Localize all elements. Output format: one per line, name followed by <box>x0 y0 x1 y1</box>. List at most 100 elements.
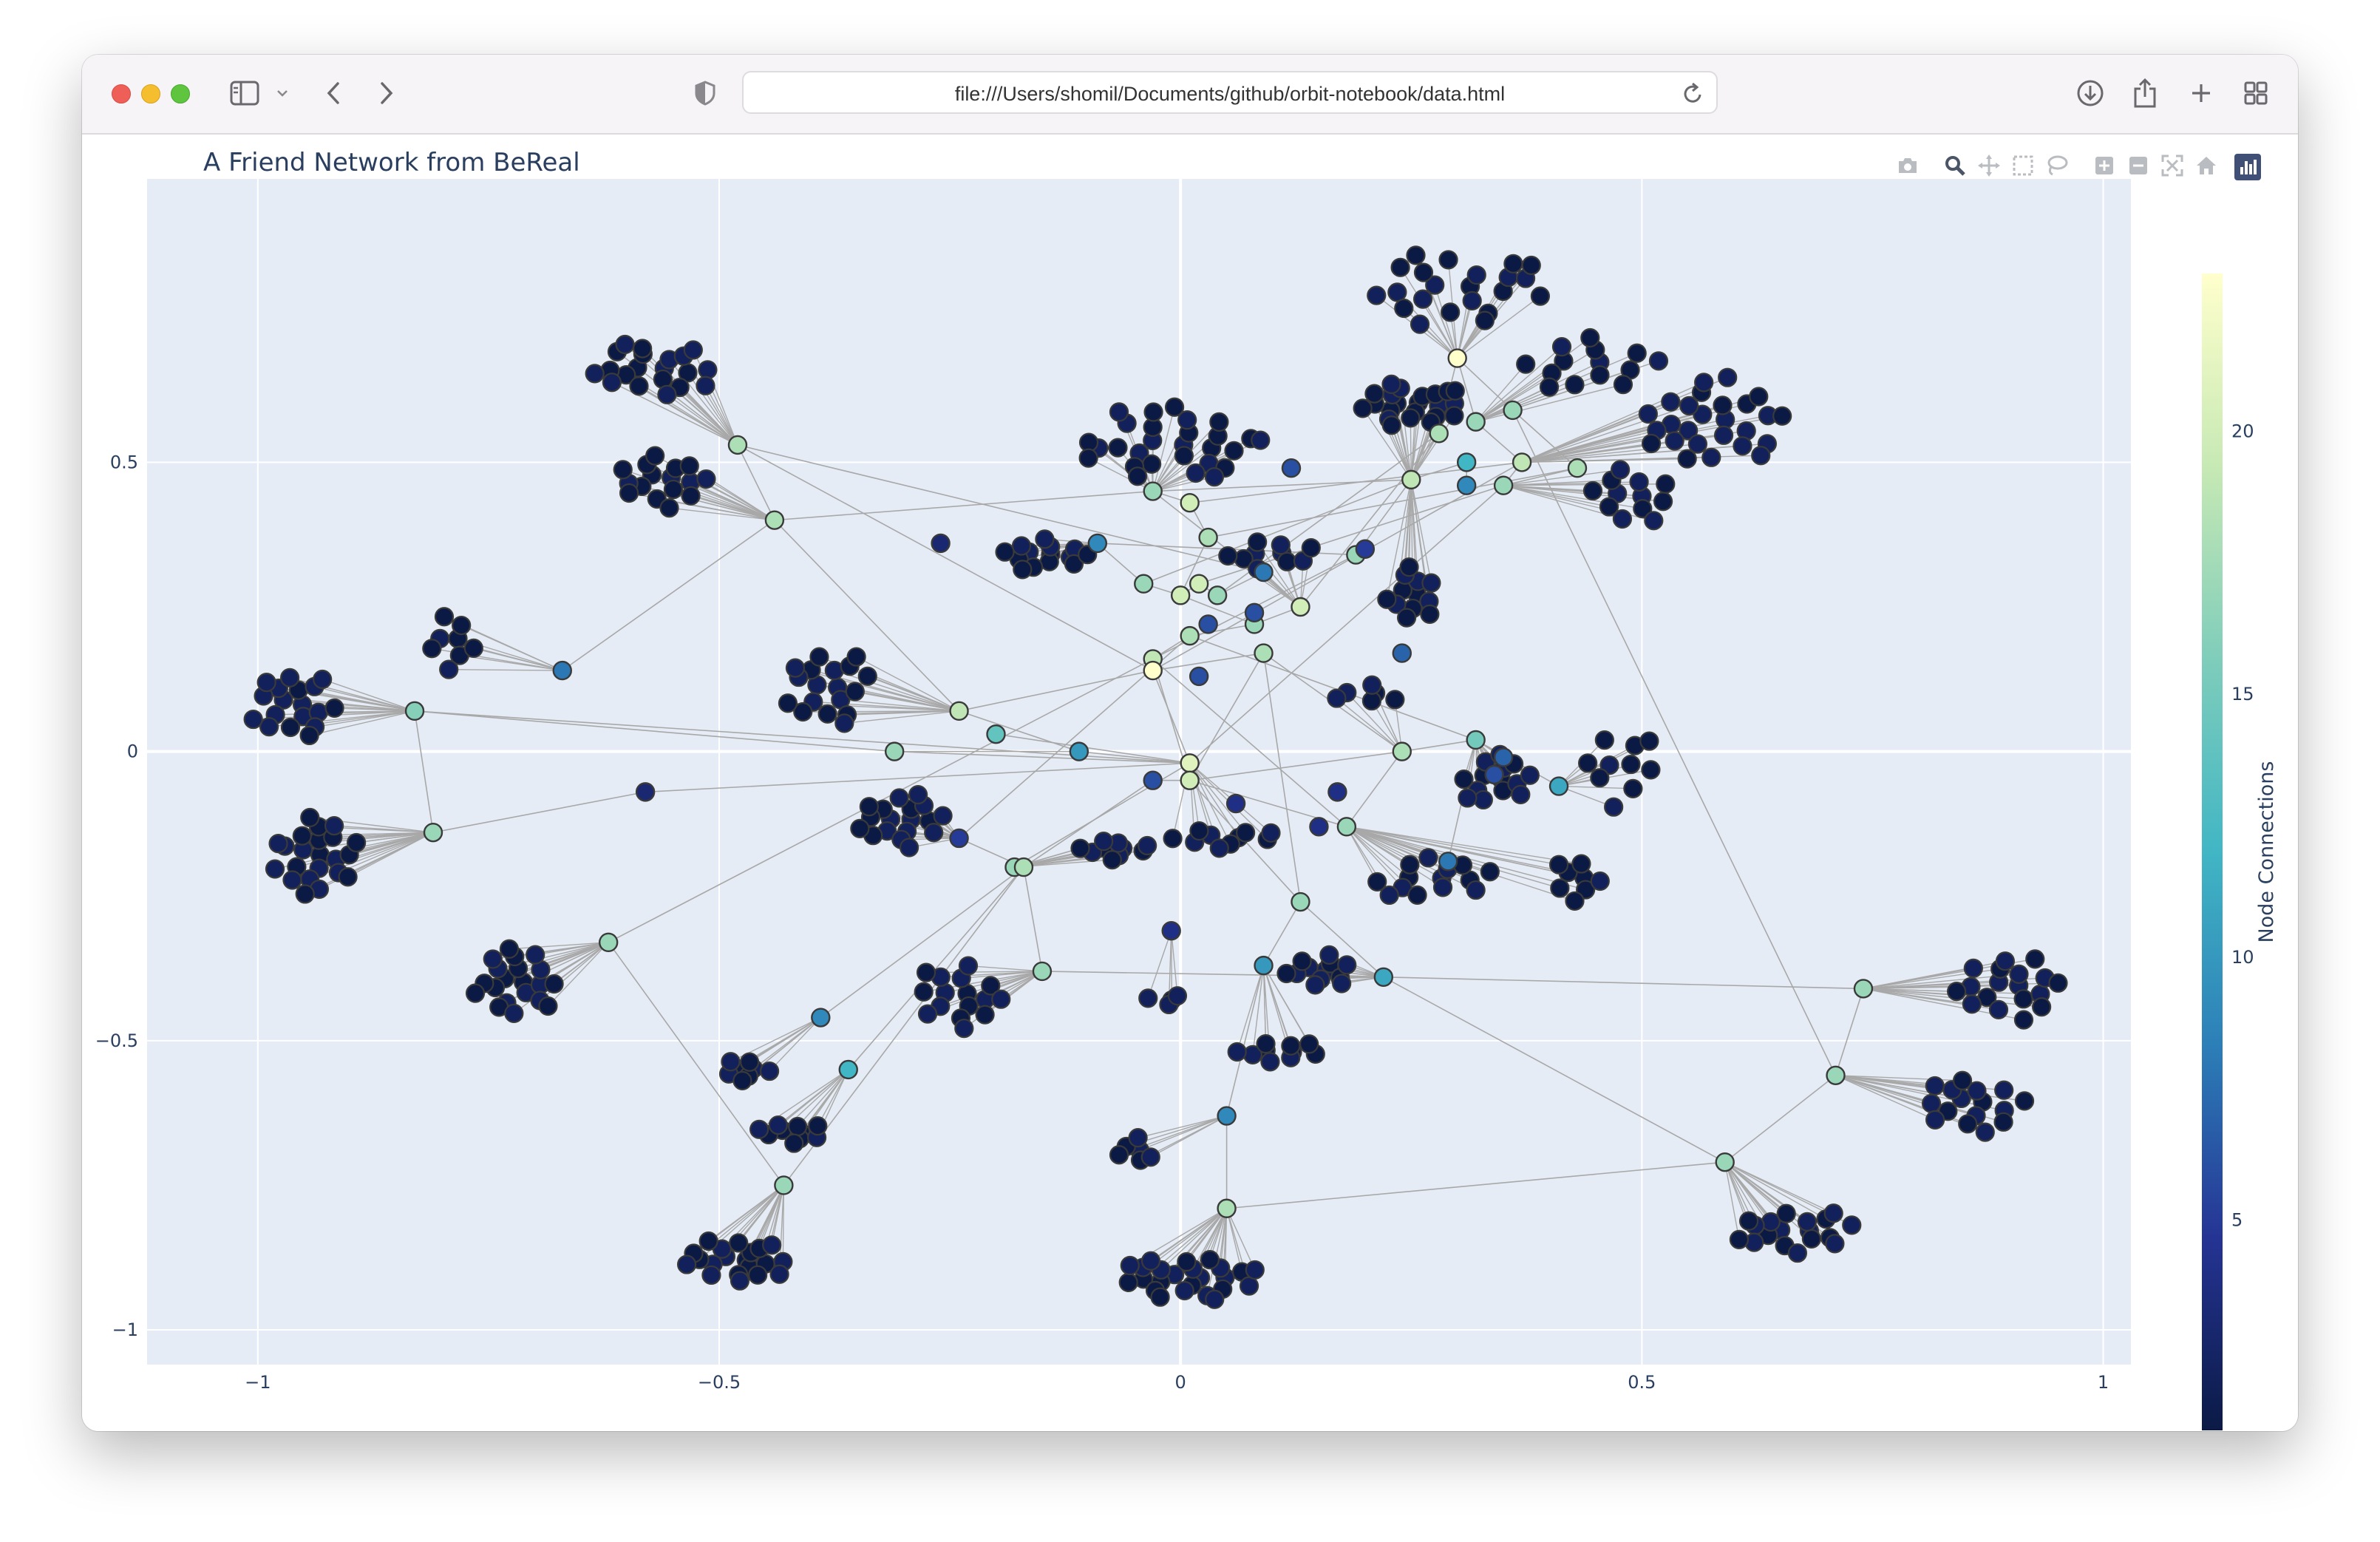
node[interactable] <box>1503 254 1523 274</box>
node[interactable] <box>1248 532 1268 552</box>
home-icon[interactable] <box>2192 149 2221 182</box>
hub-node[interactable] <box>1189 666 1209 687</box>
node[interactable] <box>1385 690 1405 710</box>
node[interactable] <box>1390 257 1410 277</box>
node[interactable] <box>1362 675 1382 695</box>
node[interactable] <box>1975 1122 1995 1142</box>
back-icon[interactable] <box>319 74 348 112</box>
node[interactable] <box>1412 289 1433 309</box>
node[interactable] <box>696 469 716 489</box>
hub-node[interactable] <box>1143 770 1163 790</box>
hub-node[interactable] <box>1327 782 1347 802</box>
node[interactable] <box>1224 441 1244 461</box>
hub-node[interactable] <box>1853 979 1874 999</box>
hub-node[interactable] <box>1180 625 1200 646</box>
node[interactable] <box>1239 1276 1259 1296</box>
node[interactable] <box>1590 768 1610 788</box>
node[interactable] <box>981 976 1001 996</box>
node[interactable] <box>1466 265 1486 285</box>
node[interactable] <box>1988 999 2009 1019</box>
node[interactable] <box>889 788 909 808</box>
node[interactable] <box>1701 447 1721 467</box>
hub-node[interactable] <box>1484 764 1504 785</box>
node[interactable] <box>1236 823 1256 843</box>
node[interactable] <box>1475 310 1495 330</box>
node[interactable] <box>1432 877 1453 897</box>
node[interactable] <box>1218 546 1238 566</box>
hub-node[interactable] <box>1447 348 1467 368</box>
zoom-icon[interactable] <box>1940 149 1970 182</box>
node[interactable] <box>1407 885 1427 905</box>
hub-node[interactable] <box>1309 817 1329 837</box>
node[interactable] <box>1641 760 1661 780</box>
node[interactable] <box>1140 1147 1160 1167</box>
node[interactable] <box>698 360 718 380</box>
node[interactable] <box>677 1254 697 1274</box>
node[interactable] <box>1548 855 1569 874</box>
node[interactable] <box>1729 1229 1750 1249</box>
node[interactable] <box>1299 1034 1319 1054</box>
node[interactable] <box>1177 410 1197 430</box>
node[interactable] <box>683 340 703 360</box>
node[interactable] <box>1623 778 1643 798</box>
node[interactable] <box>958 956 979 976</box>
node[interactable] <box>1590 871 1610 891</box>
node[interactable] <box>778 693 798 713</box>
node[interactable] <box>2025 949 2045 969</box>
hub-node[interactable] <box>1438 852 1458 872</box>
hub-node[interactable] <box>1225 793 1246 814</box>
node[interactable] <box>292 826 312 846</box>
node[interactable] <box>1612 509 1633 529</box>
node[interactable] <box>1665 431 1684 451</box>
node[interactable] <box>1444 406 1464 426</box>
lasso-icon[interactable] <box>2042 149 2072 182</box>
node[interactable] <box>1994 1080 2014 1100</box>
node[interactable] <box>1260 1052 1280 1072</box>
hub-node[interactable] <box>1217 1106 1237 1126</box>
node[interactable] <box>1319 945 1339 965</box>
zoom-out-icon[interactable] <box>2124 149 2153 182</box>
node[interactable] <box>526 945 545 965</box>
node[interactable] <box>299 725 319 746</box>
shield-icon[interactable] <box>690 74 720 112</box>
node[interactable] <box>2014 1091 2035 1111</box>
node[interactable] <box>1011 536 1032 556</box>
node[interactable] <box>346 832 367 853</box>
hub-node[interactable] <box>635 782 656 802</box>
node[interactable] <box>1550 878 1570 898</box>
chevron-down-icon[interactable] <box>271 74 293 112</box>
hub-node[interactable] <box>1466 412 1486 432</box>
hub-node[interactable] <box>1336 817 1357 837</box>
node[interactable] <box>1599 497 1619 517</box>
hub-node[interactable] <box>1170 585 1191 605</box>
node[interactable] <box>908 784 928 805</box>
hub-node[interactable] <box>1493 747 1514 767</box>
node[interactable] <box>1733 436 1752 456</box>
node[interactable] <box>1599 755 1619 775</box>
hub-node[interactable] <box>1069 741 1089 761</box>
node[interactable] <box>785 658 806 678</box>
node[interactable] <box>1164 397 1185 417</box>
node[interactable] <box>1629 472 1649 492</box>
hub-node[interactable] <box>1826 1065 1846 1085</box>
hub-node[interactable] <box>1567 458 1588 478</box>
hub-node[interactable] <box>838 1059 858 1080</box>
node[interactable] <box>1205 1289 1225 1309</box>
node[interactable] <box>768 1115 788 1135</box>
node[interactable] <box>1337 955 1357 975</box>
node[interactable] <box>1462 291 1482 311</box>
node[interactable] <box>679 456 699 476</box>
hub-node[interactable] <box>1244 602 1265 623</box>
node[interactable] <box>629 376 649 396</box>
node[interactable] <box>1400 855 1420 874</box>
hub-node[interactable] <box>1180 770 1200 790</box>
node[interactable] <box>1967 1081 1987 1101</box>
node[interactable] <box>1204 467 1225 487</box>
node[interactable] <box>1394 298 1414 319</box>
node[interactable] <box>1648 351 1669 371</box>
node[interactable] <box>784 1133 804 1153</box>
node[interactable] <box>1410 314 1430 334</box>
node[interactable] <box>696 376 715 395</box>
node[interactable] <box>1772 406 1792 426</box>
node[interactable] <box>1445 381 1465 401</box>
